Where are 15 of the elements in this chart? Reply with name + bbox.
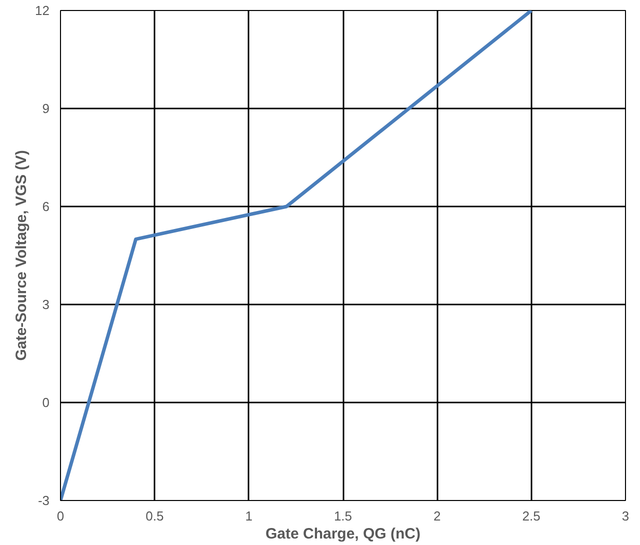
x-tick-label: 3 [622, 508, 630, 524]
x-tick-label: 1 [245, 508, 252, 524]
y-tick-label: -3 [38, 493, 50, 508]
x-axis-title: Gate Charge, QG (nC) [265, 526, 421, 542]
x-tick-label: 2.5 [522, 508, 540, 524]
y-tick-label: 12 [35, 3, 50, 18]
x-tick-label: 0.5 [146, 508, 164, 524]
y-axis-title: Gate-Source Voltage, VGS (V) [13, 150, 30, 361]
x-tick-label: 0 [56, 508, 64, 524]
y-tick-label: 0 [42, 395, 50, 410]
x-tick-label: 2 [434, 508, 441, 524]
y-tick-label: 9 [42, 101, 50, 116]
x-tick-label: 1.5 [334, 508, 352, 524]
y-tick-label: 6 [42, 199, 50, 214]
y-tick-label: 3 [42, 297, 50, 312]
